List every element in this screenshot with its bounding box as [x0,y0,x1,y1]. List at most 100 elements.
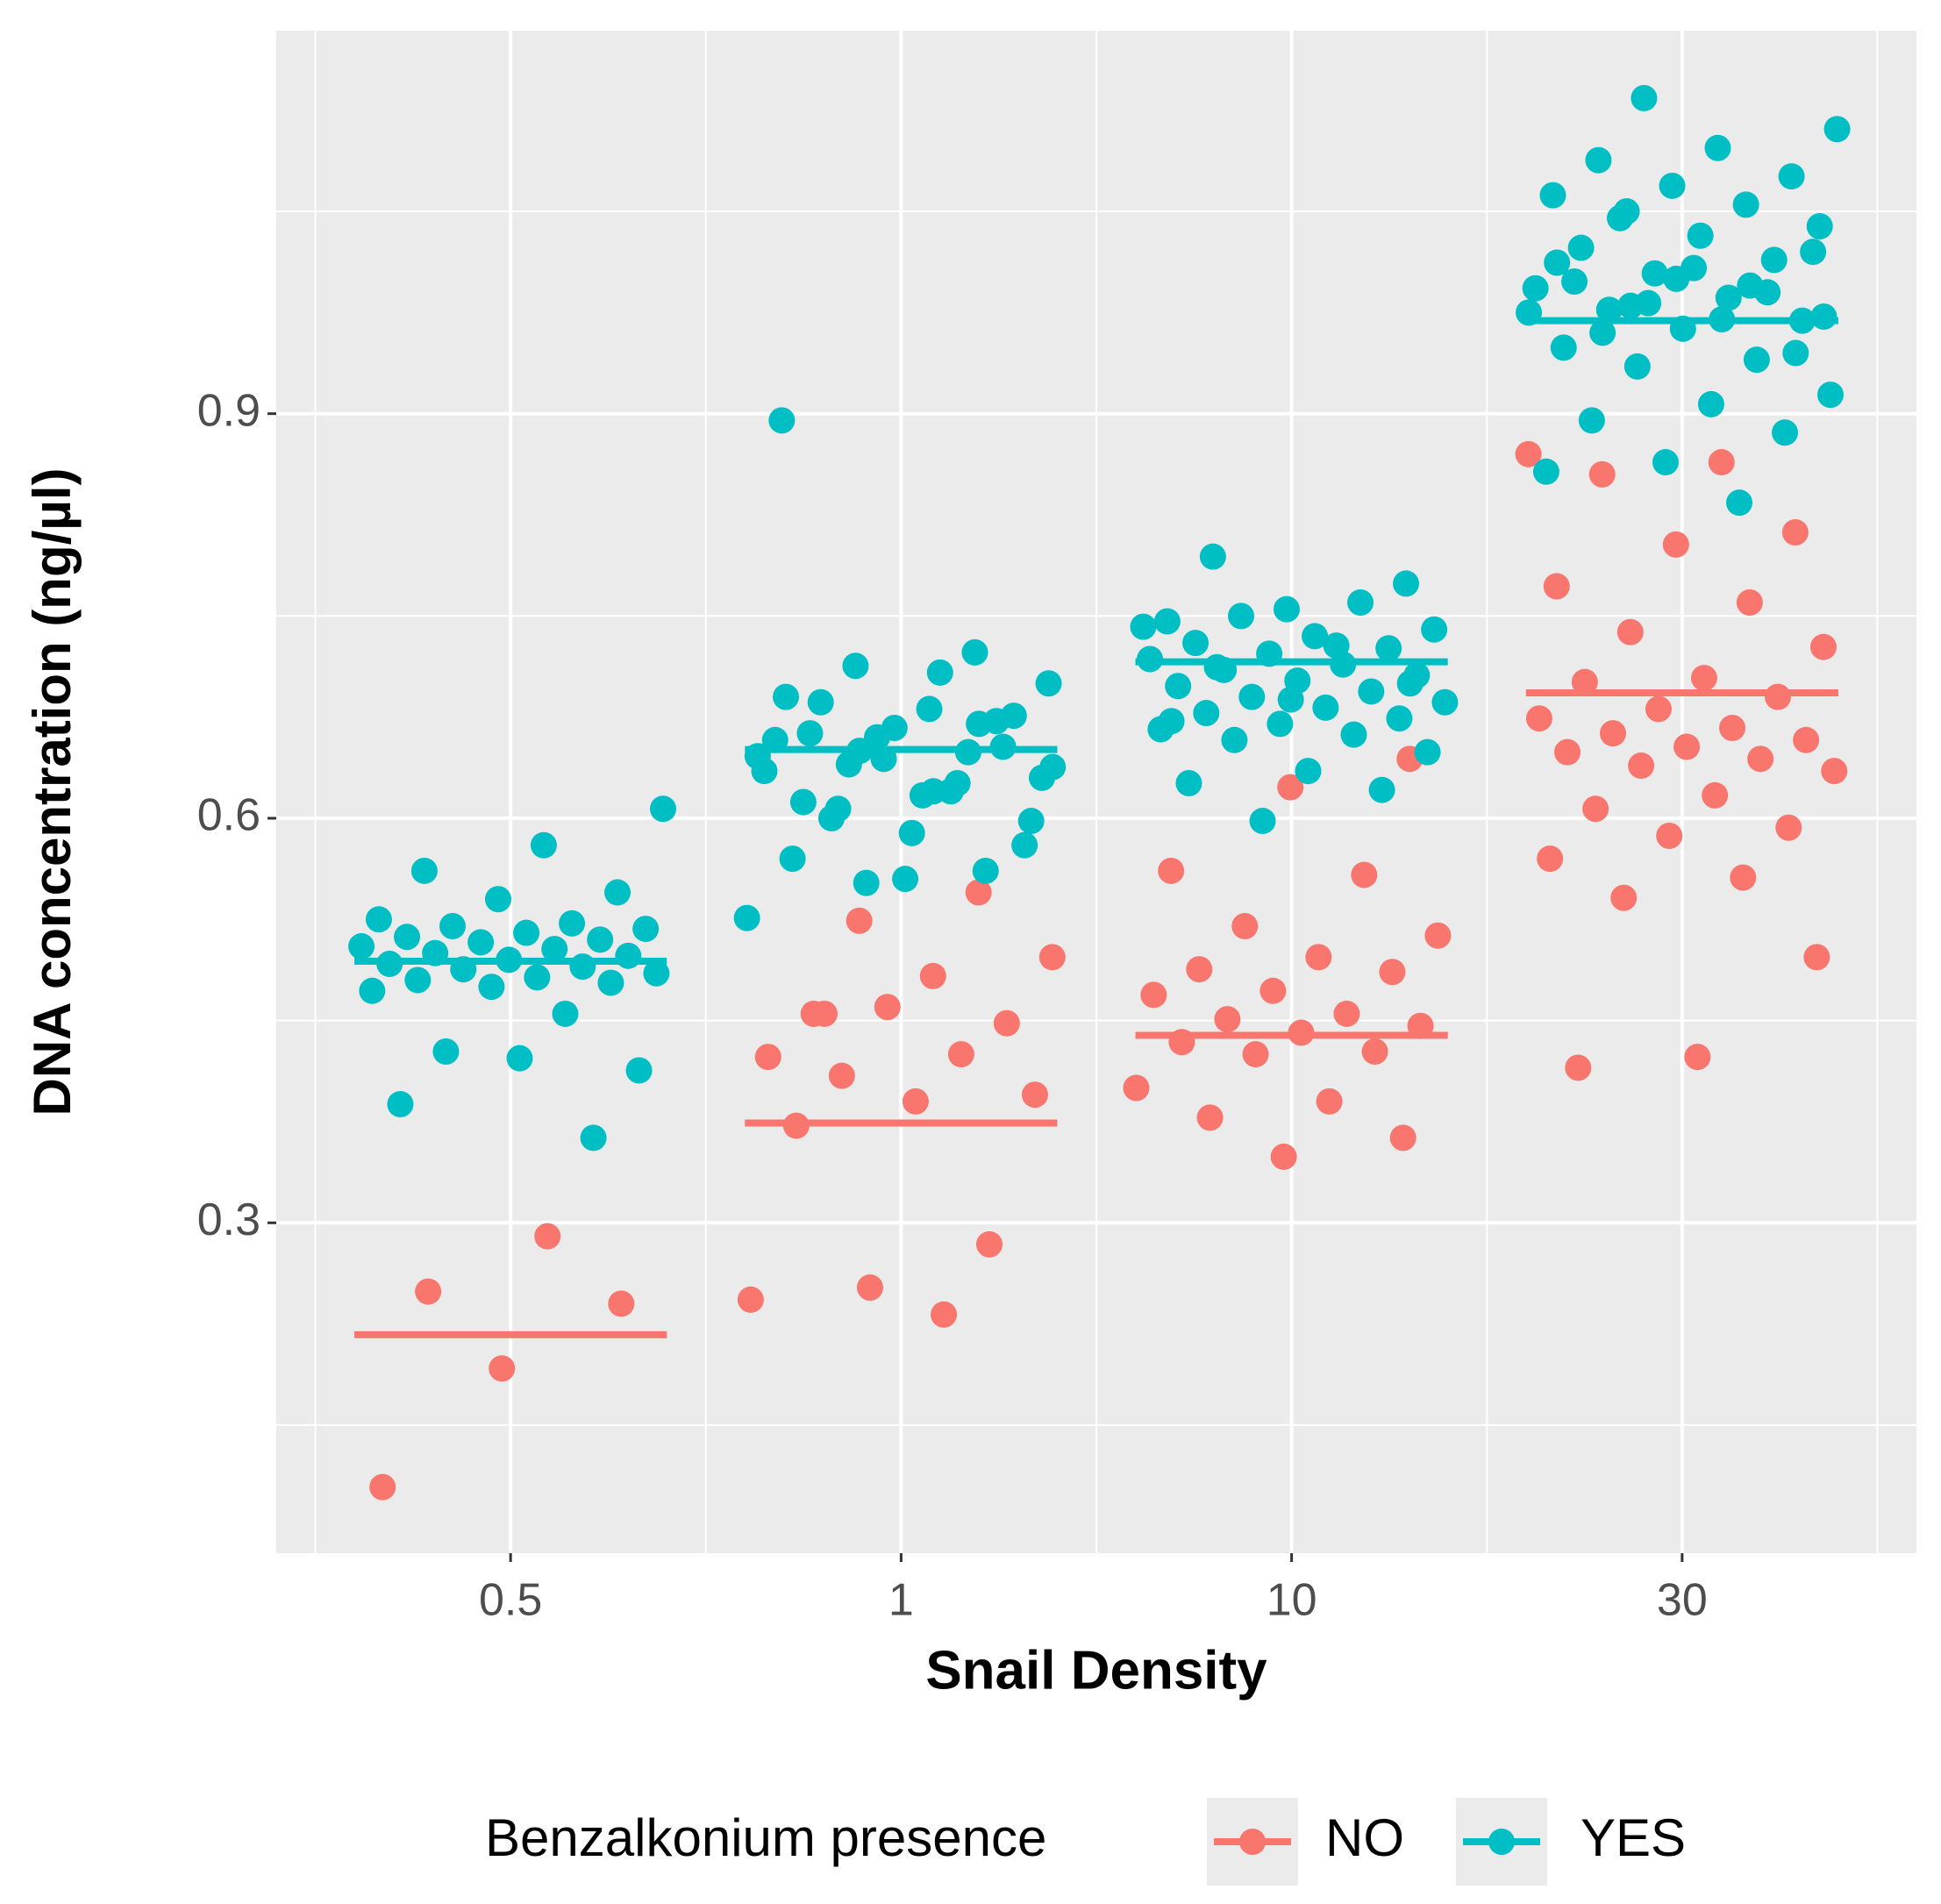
data-point [604,879,632,906]
data-point [920,778,947,805]
data-point [569,953,596,981]
y-axis-title: DNA concentration (ng/µl) [23,468,82,1116]
data-point [1431,688,1459,716]
data-point [1386,705,1413,732]
data-point [1021,1081,1048,1109]
data-point [1737,272,1764,299]
data-point [1544,249,1571,276]
y-tick-label: 0.9 [197,385,260,436]
data-point [1242,1041,1269,1068]
data-point [1663,265,1690,292]
data-point [1631,84,1658,111]
data-point [1656,822,1683,849]
data-point [625,1057,653,1084]
data-point [1199,543,1226,570]
data-point [1515,440,1542,467]
data-point [1537,845,1564,873]
data-point [1702,781,1729,809]
data-point [779,845,806,873]
data-point [1673,733,1701,760]
data-point [478,973,505,1001]
data-point [1270,1143,1297,1170]
data-point [1578,407,1605,434]
data-point [1351,861,1378,888]
data-point [541,936,568,963]
data-point [1347,588,1374,616]
data-point [737,1286,764,1313]
data-point [1361,1038,1388,1065]
data-point [1238,683,1266,710]
data-point [524,964,551,991]
data-point [530,831,557,859]
data-point [467,929,495,956]
data-point [768,407,796,434]
data-point [1522,275,1549,302]
data-point [1793,726,1820,753]
data-point [1249,808,1276,835]
data-point [649,795,676,823]
data-point [1641,260,1668,287]
data-point [1764,683,1791,710]
data-point [1165,673,1192,700]
data-point [902,1087,929,1115]
data-point [1539,182,1566,209]
data-point [1775,814,1802,841]
data-point [359,977,386,1004]
data-point [394,923,421,951]
data-point [1421,616,1448,643]
data-point [947,1041,974,1068]
data-point [1645,695,1672,723]
legend-label: YES [1581,1808,1686,1867]
data-point [1585,146,1612,174]
data-point [369,1473,396,1501]
data-point [1589,319,1616,346]
data-point [1153,608,1181,635]
data-point [965,879,992,906]
data-point [1295,758,1322,785]
data-point [1231,912,1259,939]
data-point [853,869,880,896]
legend-title: Benzalkonium presence [485,1808,1046,1867]
data-point [1662,531,1689,558]
legend-key-point [1239,1829,1266,1855]
x-tick-label: 10 [1267,1575,1317,1626]
data-point [1697,390,1724,417]
data-point [1158,857,1185,884]
data-point [972,857,999,884]
data-point [1175,770,1202,797]
data-point [1158,708,1185,735]
data-point [1606,204,1633,232]
data-point [489,1355,516,1382]
data-point [615,942,642,969]
data-point [1730,864,1757,891]
data-point [608,1290,635,1317]
data-point [993,1009,1020,1037]
data-point [1747,745,1774,773]
data-point [1396,670,1424,697]
data-point [856,1274,883,1301]
data-point [733,904,760,931]
data-point [874,994,901,1021]
y-tick-label: 0.6 [197,790,260,841]
data-point [810,1000,838,1027]
data-point [1565,1054,1592,1081]
data-point [1203,653,1231,681]
data-point [1809,633,1837,660]
data-point [1525,705,1552,732]
data-point [387,1090,414,1117]
data-point [1652,449,1679,476]
data-point [1140,981,1167,1009]
data-point [1193,700,1220,727]
x-tick-label: 1 [888,1575,914,1626]
data-point [1277,686,1304,713]
data-point [506,1045,533,1072]
data-point [348,933,375,960]
data-point [1704,134,1731,161]
data-point [552,1000,579,1027]
data-point [975,1230,1003,1258]
data-point [842,652,869,680]
data-point [1736,588,1763,616]
x-tick-label: 30 [1657,1575,1708,1626]
data-point [926,659,953,686]
data-point [789,788,817,816]
